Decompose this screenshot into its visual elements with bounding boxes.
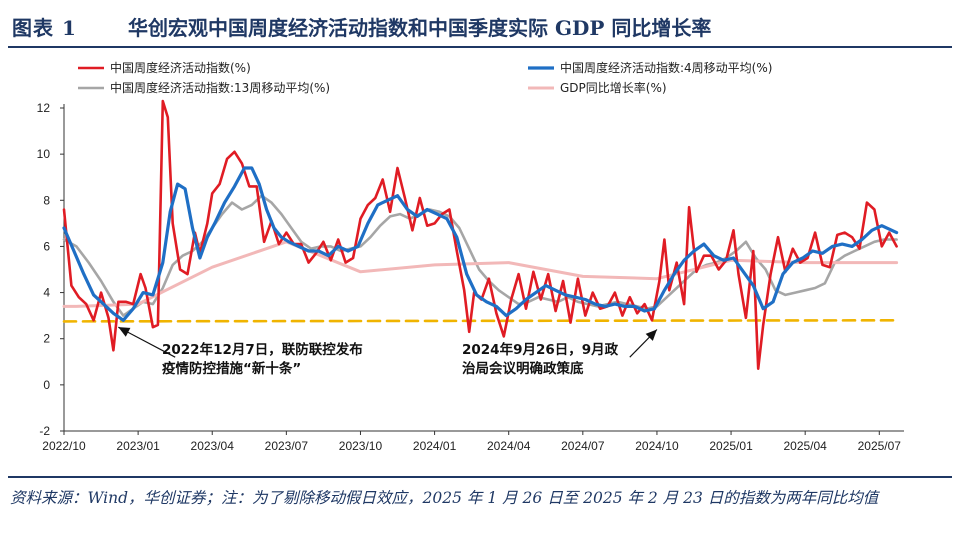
annotation-text: 治局会议明确政策底 (462, 360, 584, 377)
source-footnote: 资料来源：Wind，华创证券；注：为了剔除移动假日效应，2025 年 1 月 2… (10, 489, 879, 507)
header-rule (8, 46, 952, 48)
x-tick-label: 2024/04 (487, 439, 531, 453)
annotation-text: 2024年9月26日，9月政 (462, 341, 619, 358)
legend-label-gdp: GDP同比增长率(%) (560, 80, 667, 95)
x-tick-label: 2023/04 (191, 439, 235, 453)
annotation-text: 疫情防控措施“新十条” (162, 360, 301, 377)
y-tick-label: 4 (43, 286, 50, 300)
annotation-arrowhead (645, 329, 657, 341)
annotation-text: 2022年12月7日，联防联控发布 (162, 341, 363, 358)
x-tick-label: 2025/07 (858, 439, 902, 453)
y-tick-label: 10 (37, 147, 51, 161)
series-line-threshold (62, 319, 898, 323)
annotation-arrowhead (118, 327, 131, 337)
figure-label: 图表 1 (12, 16, 77, 40)
legend-label-weekly: 中国周度经济活动指数(%) (110, 60, 251, 75)
figure-title: 华创宏观中国周度经济活动指数和中国季度实际 GDP 同比增长率 (128, 16, 712, 40)
footer-rule (8, 476, 952, 478)
y-tick-label: -2 (39, 424, 50, 438)
series-line-weekly (62, 99, 898, 370)
y-tick-label: 6 (43, 239, 50, 253)
x-tick-label: 2024/07 (561, 439, 605, 453)
series-line-ma4 (62, 166, 899, 322)
x-tick-label: 2024/10 (635, 439, 679, 453)
legend-label-ma4: 中国周度经济活动指数:4周移动平均(%) (560, 60, 772, 75)
x-tick-label: 2023/10 (339, 439, 383, 453)
x-tick-label: 2023/07 (265, 439, 309, 453)
x-tick-label: 2025/01 (709, 439, 753, 453)
x-tick-label: 2024/01 (413, 439, 457, 453)
x-tick-label: 2025/04 (783, 439, 827, 453)
legend-label-ma13: 中国周度经济活动指数:13周移动平均(%) (110, 80, 330, 95)
y-tick-label: 2 (43, 332, 50, 346)
series-line-gdp (62, 240, 899, 308)
y-tick-label: 8 (43, 193, 50, 207)
y-tick-label: 12 (37, 101, 51, 115)
figure-header: 图表 1 华创宏观中国周度经济活动指数和中国季度实际 GDP 同比增长率 (8, 4, 952, 44)
x-tick-label: 2022/10 (42, 439, 86, 453)
x-tick-label: 2023/01 (116, 439, 160, 453)
y-tick-label: 0 (43, 378, 50, 392)
